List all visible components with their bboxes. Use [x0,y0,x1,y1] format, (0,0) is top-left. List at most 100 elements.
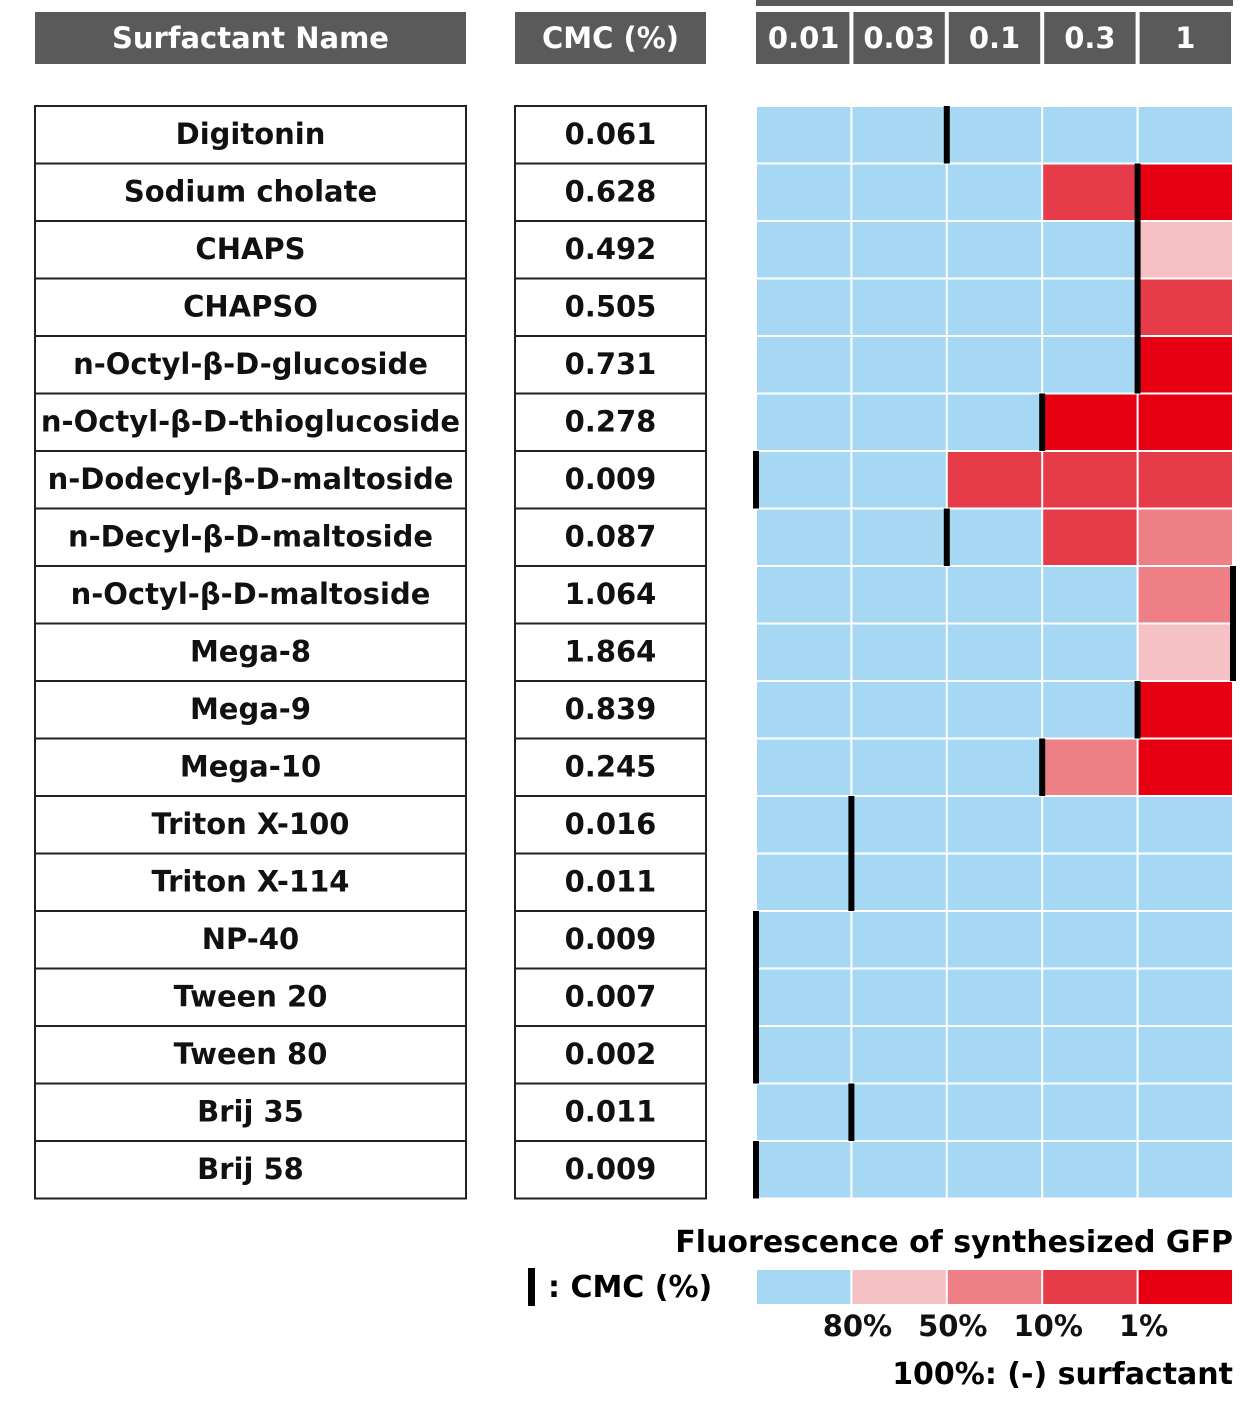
cmc-cell [514,162,707,222]
heatmap-cell [947,222,1042,278]
cmc-value: 1.064 [565,577,657,611]
heatmap-cell [1138,1084,1232,1140]
heatmap-cell [757,567,851,623]
cmc-marker [848,1083,855,1141]
heatmap-cell [1138,337,1232,393]
heatmap-cell [1138,797,1232,853]
name-cell [34,507,467,567]
cmc-header [515,12,706,64]
heatmap-cell [1138,854,1232,910]
heatmap-cell [852,107,946,163]
heatmap-cell [1138,969,1232,1025]
heatmap-cell [1138,279,1232,335]
cmc-value: 0.628 [565,175,657,209]
heatmap-cell [1043,394,1137,450]
heatmap-cell [757,969,851,1025]
surfactant-name: n-Octyl-β-D-maltoside [71,577,431,611]
heatmap-cell [1138,1142,1232,1198]
heatmap-cell [1043,337,1137,393]
cmc-cell [514,680,707,740]
cmc-cell [514,105,707,165]
cmc-cell [514,277,707,337]
heatmap-cell [947,912,1042,968]
cmc-marker [753,1026,759,1084]
cmc-value: 0.011 [565,1095,657,1129]
heatmap-cell [852,452,946,508]
heatmap-cell [852,682,946,738]
heatmap-cell [757,164,851,220]
heatmap-cell [947,1027,1042,1083]
heatmap-cell [1043,567,1137,623]
surfactant-name: Brij 35 [197,1095,304,1129]
name-cell [34,1082,467,1142]
surfactant-name: NP-40 [202,922,299,956]
gfp-legend-title: Fluorescence of synthesized GFP [675,1225,1233,1260]
heatmap-cell [852,394,946,450]
cmc-marker [1134,278,1141,336]
cmc-header-label: CMC (%) [542,21,679,55]
name-cell [34,1140,467,1200]
cmc-marker-legend-icon [528,1268,535,1306]
heatmap-cell [852,222,946,278]
heatmap-cell [757,452,851,508]
cmc-marker [1134,221,1141,279]
cmc-value: 0.245 [565,750,657,784]
heatmap-cell [1138,739,1232,795]
heatmap-cell [947,969,1042,1025]
cmc-value: 0.505 [565,290,657,324]
heatmap-cell [757,739,851,795]
heatmap-cell [757,854,851,910]
heatmap-cell [1138,1027,1232,1083]
cmc-marker [1230,623,1236,681]
cmc-cell [514,967,707,1027]
concentration-header-label: 0.01 [768,21,840,55]
name-cell [34,565,467,625]
heatmap-cell [1043,1084,1137,1140]
legend-scale-label: 10% [1013,1309,1082,1343]
name-cell [34,105,467,165]
heatmap-cell [757,912,851,968]
heatmap-cell [852,969,946,1025]
heatmap-cell [1043,854,1137,910]
heatmap-cell [1138,107,1232,163]
concentration-header-label: 0.1 [969,21,1020,55]
cmc-marker [753,968,759,1026]
name-cell [34,1025,467,1085]
legend-swatch [1138,1270,1232,1304]
heatmap-cell [1138,164,1232,220]
heatmap-cell [852,567,946,623]
cmc-marker [753,911,759,969]
heatmap-cell [1138,567,1232,623]
baseline-note: 100%: (-) surfactant [892,1357,1233,1392]
cmc-marker [943,106,950,164]
heatmap-cell [947,854,1042,910]
surfactant-name: Tween 80 [174,1037,328,1071]
surfactant-name: Sodium cholate [124,175,377,209]
heatmap-cell [1043,279,1137,335]
cmc-value: 0.087 [565,520,657,554]
heatmap-cell [852,624,946,680]
cmc-value: 0.492 [565,232,657,266]
heatmap-cell [947,624,1042,680]
name-cell [34,220,467,280]
cmc-marker-legend-label: : CMC (%) [548,1270,712,1305]
heatmap-cell [1043,1142,1137,1198]
heatmap-cell [852,337,946,393]
name-cell [34,450,467,510]
heatmap-cell [757,682,851,738]
cmc-cell [514,565,707,625]
name-cell [34,737,467,797]
heatmap-cell [1138,912,1232,968]
cmc-value: 0.009 [565,462,657,496]
cmc-cell [514,737,707,797]
surfactant-name: Digitonin [176,117,326,151]
heatmap-cell [1043,509,1137,565]
legend-swatch [1043,1270,1137,1304]
cmc-cell [514,392,707,452]
surfactant-name: Mega-10 [180,750,321,784]
heatmap-cell [1043,107,1137,163]
heatmap-cell [757,624,851,680]
cmc-value: 0.731 [565,347,657,381]
cmc-marker [1039,393,1046,451]
name-cell [34,335,467,395]
